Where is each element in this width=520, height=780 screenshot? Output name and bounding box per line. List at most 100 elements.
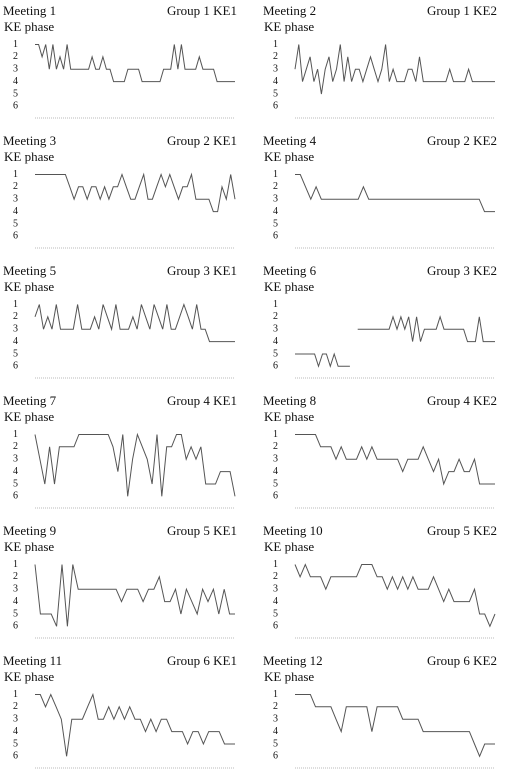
y-axis-label: KE phase bbox=[4, 539, 54, 554]
data-line bbox=[35, 692, 235, 757]
y-tick-label: 4 bbox=[273, 466, 278, 477]
y-axis-label: KE phase bbox=[4, 409, 54, 424]
y-tick-label: 6 bbox=[13, 101, 18, 112]
data-line bbox=[294, 44, 495, 95]
y-tick-label: 5 bbox=[13, 738, 18, 749]
y-tick-label: 4 bbox=[13, 206, 18, 217]
y-tick-label: 1 bbox=[273, 559, 278, 570]
chart-subtitle: Group 1 KE2 bbox=[427, 3, 497, 18]
data-line bbox=[35, 172, 236, 213]
y-tick-label: 2 bbox=[13, 181, 18, 192]
chart-subtitle: Group 3 KE2 bbox=[427, 263, 497, 278]
y-tick-label: 4 bbox=[273, 336, 278, 347]
y-tick-label: 3 bbox=[273, 194, 278, 205]
y-tick-label: 5 bbox=[13, 348, 18, 359]
y-tick-label: 2 bbox=[13, 571, 18, 582]
data-line bbox=[295, 694, 495, 758]
y-tick-label: 3 bbox=[13, 584, 18, 595]
chart-title: Meeting 3 bbox=[3, 133, 56, 148]
y-tick-label: 1 bbox=[13, 429, 18, 440]
chart-subtitle: Group 5 KE2 bbox=[427, 523, 497, 538]
y-tick-label: 2 bbox=[273, 701, 278, 712]
chart-subtitle: Group 3 KE1 bbox=[167, 263, 237, 278]
y-tick-label: 6 bbox=[273, 621, 278, 632]
y-tick-label: 1 bbox=[273, 689, 278, 700]
chart-title: Meeting 9 bbox=[3, 523, 56, 538]
chart-title: Meeting 11 bbox=[3, 653, 62, 668]
chart-title: Meeting 10 bbox=[263, 523, 323, 538]
y-axis-label: KE phase bbox=[264, 539, 314, 554]
y-axis-label: KE phase bbox=[264, 279, 314, 294]
y-tick-label: 4 bbox=[13, 336, 18, 347]
y-tick-label: 2 bbox=[273, 441, 278, 452]
y-tick-label: 1 bbox=[273, 39, 278, 50]
chart-title: Meeting 7 bbox=[3, 393, 57, 408]
data-line bbox=[295, 434, 495, 486]
y-tick-label: 5 bbox=[273, 88, 278, 99]
y-tick-label: 3 bbox=[273, 584, 278, 595]
y-tick-label: 3 bbox=[273, 324, 278, 335]
y-tick-label: 4 bbox=[13, 596, 18, 607]
chart-title: Meeting 8 bbox=[263, 393, 316, 408]
data-line bbox=[35, 44, 235, 83]
y-tick-label: 1 bbox=[273, 169, 278, 180]
y-tick-label: 1 bbox=[13, 689, 18, 700]
y-tick-label: 3 bbox=[13, 454, 18, 465]
y-tick-label: 5 bbox=[273, 218, 278, 229]
y-tick-label: 3 bbox=[13, 714, 18, 725]
chart-subtitle: Group 6 KE1 bbox=[167, 653, 237, 668]
y-tick-label: 6 bbox=[273, 231, 278, 242]
y-tick-label: 3 bbox=[273, 714, 278, 725]
chart-subtitle: Group 5 KE1 bbox=[167, 523, 237, 538]
y-axis-label: KE phase bbox=[4, 149, 54, 164]
y-tick-label: 3 bbox=[13, 194, 18, 205]
y-tick-label: 5 bbox=[273, 608, 278, 619]
y-tick-label: 6 bbox=[13, 751, 18, 762]
chart-subtitle: Group 1 KE1 bbox=[167, 3, 237, 18]
y-tick-label: 6 bbox=[13, 491, 18, 502]
chart-subtitle: Group 4 KE1 bbox=[167, 393, 237, 408]
y-axis-label: KE phase bbox=[4, 279, 54, 294]
y-tick-label: 4 bbox=[273, 726, 278, 737]
chart-subtitle: Group 2 KE2 bbox=[427, 133, 497, 148]
y-axis-label: KE phase bbox=[4, 669, 54, 684]
y-tick-label: 5 bbox=[13, 478, 18, 489]
y-tick-label: 2 bbox=[13, 441, 18, 452]
y-tick-label: 5 bbox=[13, 88, 18, 99]
data-line bbox=[295, 174, 495, 213]
y-tick-label: 5 bbox=[273, 478, 278, 489]
y-tick-label: 3 bbox=[273, 454, 278, 465]
y-tick-label: 2 bbox=[273, 311, 278, 322]
chart-title: Meeting 4 bbox=[263, 133, 317, 148]
chart-title: Meeting 5 bbox=[3, 263, 56, 278]
y-tick-label: 1 bbox=[13, 169, 18, 180]
y-axis-label: KE phase bbox=[264, 409, 314, 424]
y-tick-label: 1 bbox=[13, 299, 18, 310]
y-tick-label: 6 bbox=[273, 751, 278, 762]
chart-subtitle: Group 6 KE2 bbox=[427, 653, 497, 668]
y-axis-label: KE phase bbox=[4, 19, 54, 34]
chart-title: Meeting 1 bbox=[3, 3, 56, 18]
y-tick-label: 2 bbox=[273, 571, 278, 582]
chart-title: Meeting 6 bbox=[263, 263, 317, 278]
y-tick-label: 2 bbox=[13, 311, 18, 322]
y-tick-label: 5 bbox=[273, 348, 278, 359]
y-tick-label: 3 bbox=[13, 64, 18, 75]
chart-subtitle: Group 2 KE1 bbox=[167, 133, 237, 148]
y-axis-label: KE phase bbox=[264, 19, 314, 34]
y-axis-label: KE phase bbox=[264, 669, 314, 684]
y-tick-label: 4 bbox=[273, 206, 278, 217]
y-tick-label: 1 bbox=[273, 299, 278, 310]
data-line bbox=[295, 315, 495, 368]
y-tick-label: 4 bbox=[273, 596, 278, 607]
y-tick-label: 3 bbox=[13, 324, 18, 335]
y-tick-label: 4 bbox=[13, 726, 18, 737]
chart-subtitle: Group 4 KE2 bbox=[427, 393, 497, 408]
y-tick-label: 1 bbox=[13, 559, 18, 570]
y-tick-label: 3 bbox=[273, 64, 278, 75]
y-tick-label: 2 bbox=[13, 51, 18, 62]
y-tick-label: 4 bbox=[273, 76, 278, 87]
y-tick-label: 6 bbox=[273, 361, 278, 372]
y-axis-label: KE phase bbox=[264, 149, 314, 164]
